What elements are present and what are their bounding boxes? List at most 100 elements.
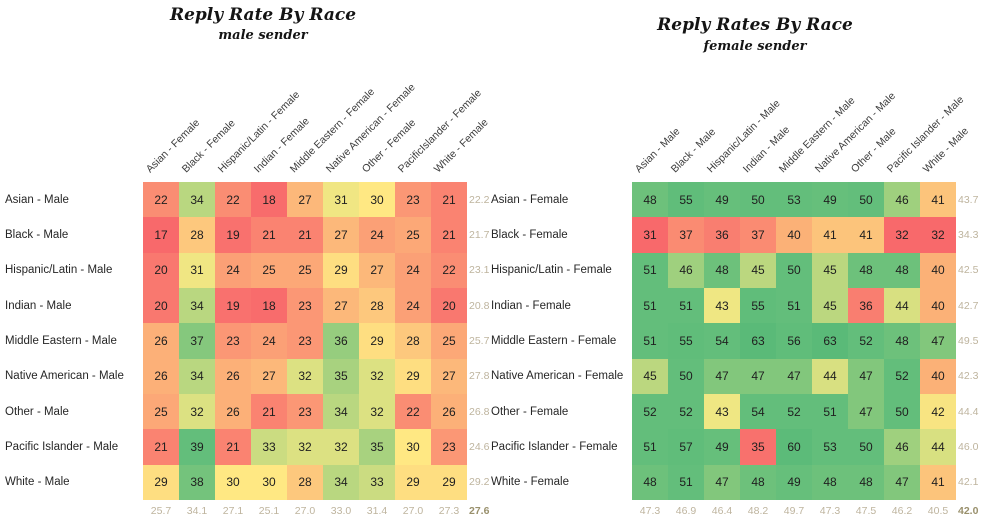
heatmap-grid: 22 34 22 18 27 31 30 23 21 17 28 19 21 21 27 24 25 21 20 31… [143,182,467,500]
column-average: 47.3 [819,505,841,517]
heatmap-cell: 21 [287,217,323,253]
heatmap-cell: 29 [359,323,395,359]
row-average: 29.2 [469,476,490,489]
chart-title: Reply Rates By Race [657,15,853,35]
column-average: 33.0 [330,505,352,517]
heatmap-cell: 49 [704,182,740,218]
heatmap-cell: 18 [251,182,287,218]
column-averages: 25.7 34.1 27.1 25.1 27.0 33.0 31.4 27.0 27.3 [143,503,467,519]
heatmap-cell: 29 [143,464,179,500]
heatmap-cell: 51 [632,323,668,359]
heatmap-cell: 19 [215,217,251,253]
heatmap-cell: 51 [632,429,668,465]
heatmap-cell: 50 [848,182,884,218]
heatmap-cell: 24 [395,287,431,324]
heatmap-cell: 22 [215,182,251,218]
heatmap-cell: 45 [812,252,848,288]
heatmap-cell: 38 [179,464,215,500]
heatmap-cell: 36 [704,217,740,253]
heatmap-cell: 27 [323,217,359,253]
heatmap-cell: 34 [179,358,215,394]
heatmap-cell: 35 [359,429,395,465]
heatmap-cell: 24 [251,323,287,359]
column-average: 48.2 [747,505,769,517]
heatmap-cell: 60 [776,429,812,465]
heatmap-cell: 24 [359,217,395,253]
heatmap-cell: 21 [251,217,287,253]
heatmap-cell: 45 [812,287,848,324]
heatmap-cell: 23 [395,182,431,218]
heatmap-cell: 50 [884,393,920,430]
column-average: 31.4 [366,505,388,517]
row-label: Other - Female [491,405,569,418]
heatmap-cell: 48 [812,464,848,500]
column-average: 46.2 [891,505,913,517]
heatmap-cell: 49 [776,464,812,500]
heatmap-cell: 29 [395,358,431,394]
heatmap-cell: 57 [668,429,704,465]
column-average: 27.0 [294,505,316,517]
heatmap-cell: 33 [359,464,395,500]
heatmap-cell: 47 [920,323,956,359]
row-label: Asian - Male [5,193,69,206]
heatmap-cell: 25 [431,323,467,359]
heatmap-cell: 44 [812,358,848,394]
heatmap-cell: 32 [287,358,323,394]
heatmap-cell: 37 [179,323,215,359]
heatmap-cell: 35 [740,429,776,465]
row-average: 49.5 [958,334,979,347]
heatmap-cell: 22 [431,252,467,288]
heatmap-cell: 30 [359,182,395,218]
heatmap-grid: 48 55 49 50 53 49 50 46 41 31 37 36 37 40 41 41 32 32 51 46… [632,182,956,500]
heatmap-cell: 54 [704,323,740,359]
heatmap-cell: 31 [632,217,668,253]
heatmap-cell: 50 [848,429,884,465]
heatmap-cell: 32 [323,429,359,465]
heatmap-cell: 47 [884,464,920,500]
heatmap-cell: 25 [287,252,323,288]
heatmap-cell: 48 [704,252,740,288]
heatmap-cell: 47 [704,358,740,394]
heatmap-cell: 19 [215,287,251,324]
row-label: Indian - Female [491,299,571,312]
heatmap-cell: 40 [920,287,956,324]
row-label: Pacific Islander - Female [491,440,618,453]
column-average: 25.7 [150,505,172,517]
chart-title: Reply Rate By Race [169,5,357,25]
heatmap-cell: 51 [668,287,704,324]
heatmap-cell: 55 [668,182,704,218]
heatmap-cell: 32 [359,393,395,430]
column-average: 49.7 [783,505,805,517]
heatmap-cell: 34 [179,182,215,218]
heatmap-cell: 24 [395,252,431,288]
heatmap-cell: 23 [287,393,323,430]
row-label: Other - Male [5,405,69,418]
heatmap-cell: 26 [215,358,251,394]
heatmap-cell: 52 [776,393,812,430]
heatmap-cell: 40 [776,217,812,253]
heatmap-cell: 56 [776,323,812,359]
heatmap-cell: 25 [251,252,287,288]
row-average: 43.7 [958,193,979,206]
heatmap-cell: 50 [740,182,776,218]
heatmap-cell: 28 [287,464,323,500]
chart-subtitle: male sender [218,28,308,43]
heatmap-cell: 20 [431,287,467,324]
heatmap-cell: 46 [884,182,920,218]
heatmap-cell: 47 [740,358,776,394]
heatmap-cell: 30 [395,429,431,465]
heatmap-cell: 41 [812,217,848,253]
heatmap-cell: 51 [632,287,668,324]
row-average: 42.3 [958,370,979,383]
heatmap-cell: 37 [668,217,704,253]
row-average: 42.7 [958,299,979,312]
row-label: Hispanic/Latin - Female [491,264,612,277]
heatmap-cell: 51 [776,287,812,324]
row-average: 42.1 [958,476,979,489]
heatmap-cell: 50 [668,358,704,394]
heatmap-cell: 27 [287,182,323,218]
heatmap-cell: 17 [143,217,179,253]
heatmap-cell: 21 [431,217,467,253]
column-averages: 47.3 46.9 46.4 48.2 49.7 47.3 47.5 46.2 40.5 [632,503,956,519]
row-averages: 22.2 21.7 23.1 20.8 25.7 27.8 26.8 24.6 29.2 [469,182,499,500]
